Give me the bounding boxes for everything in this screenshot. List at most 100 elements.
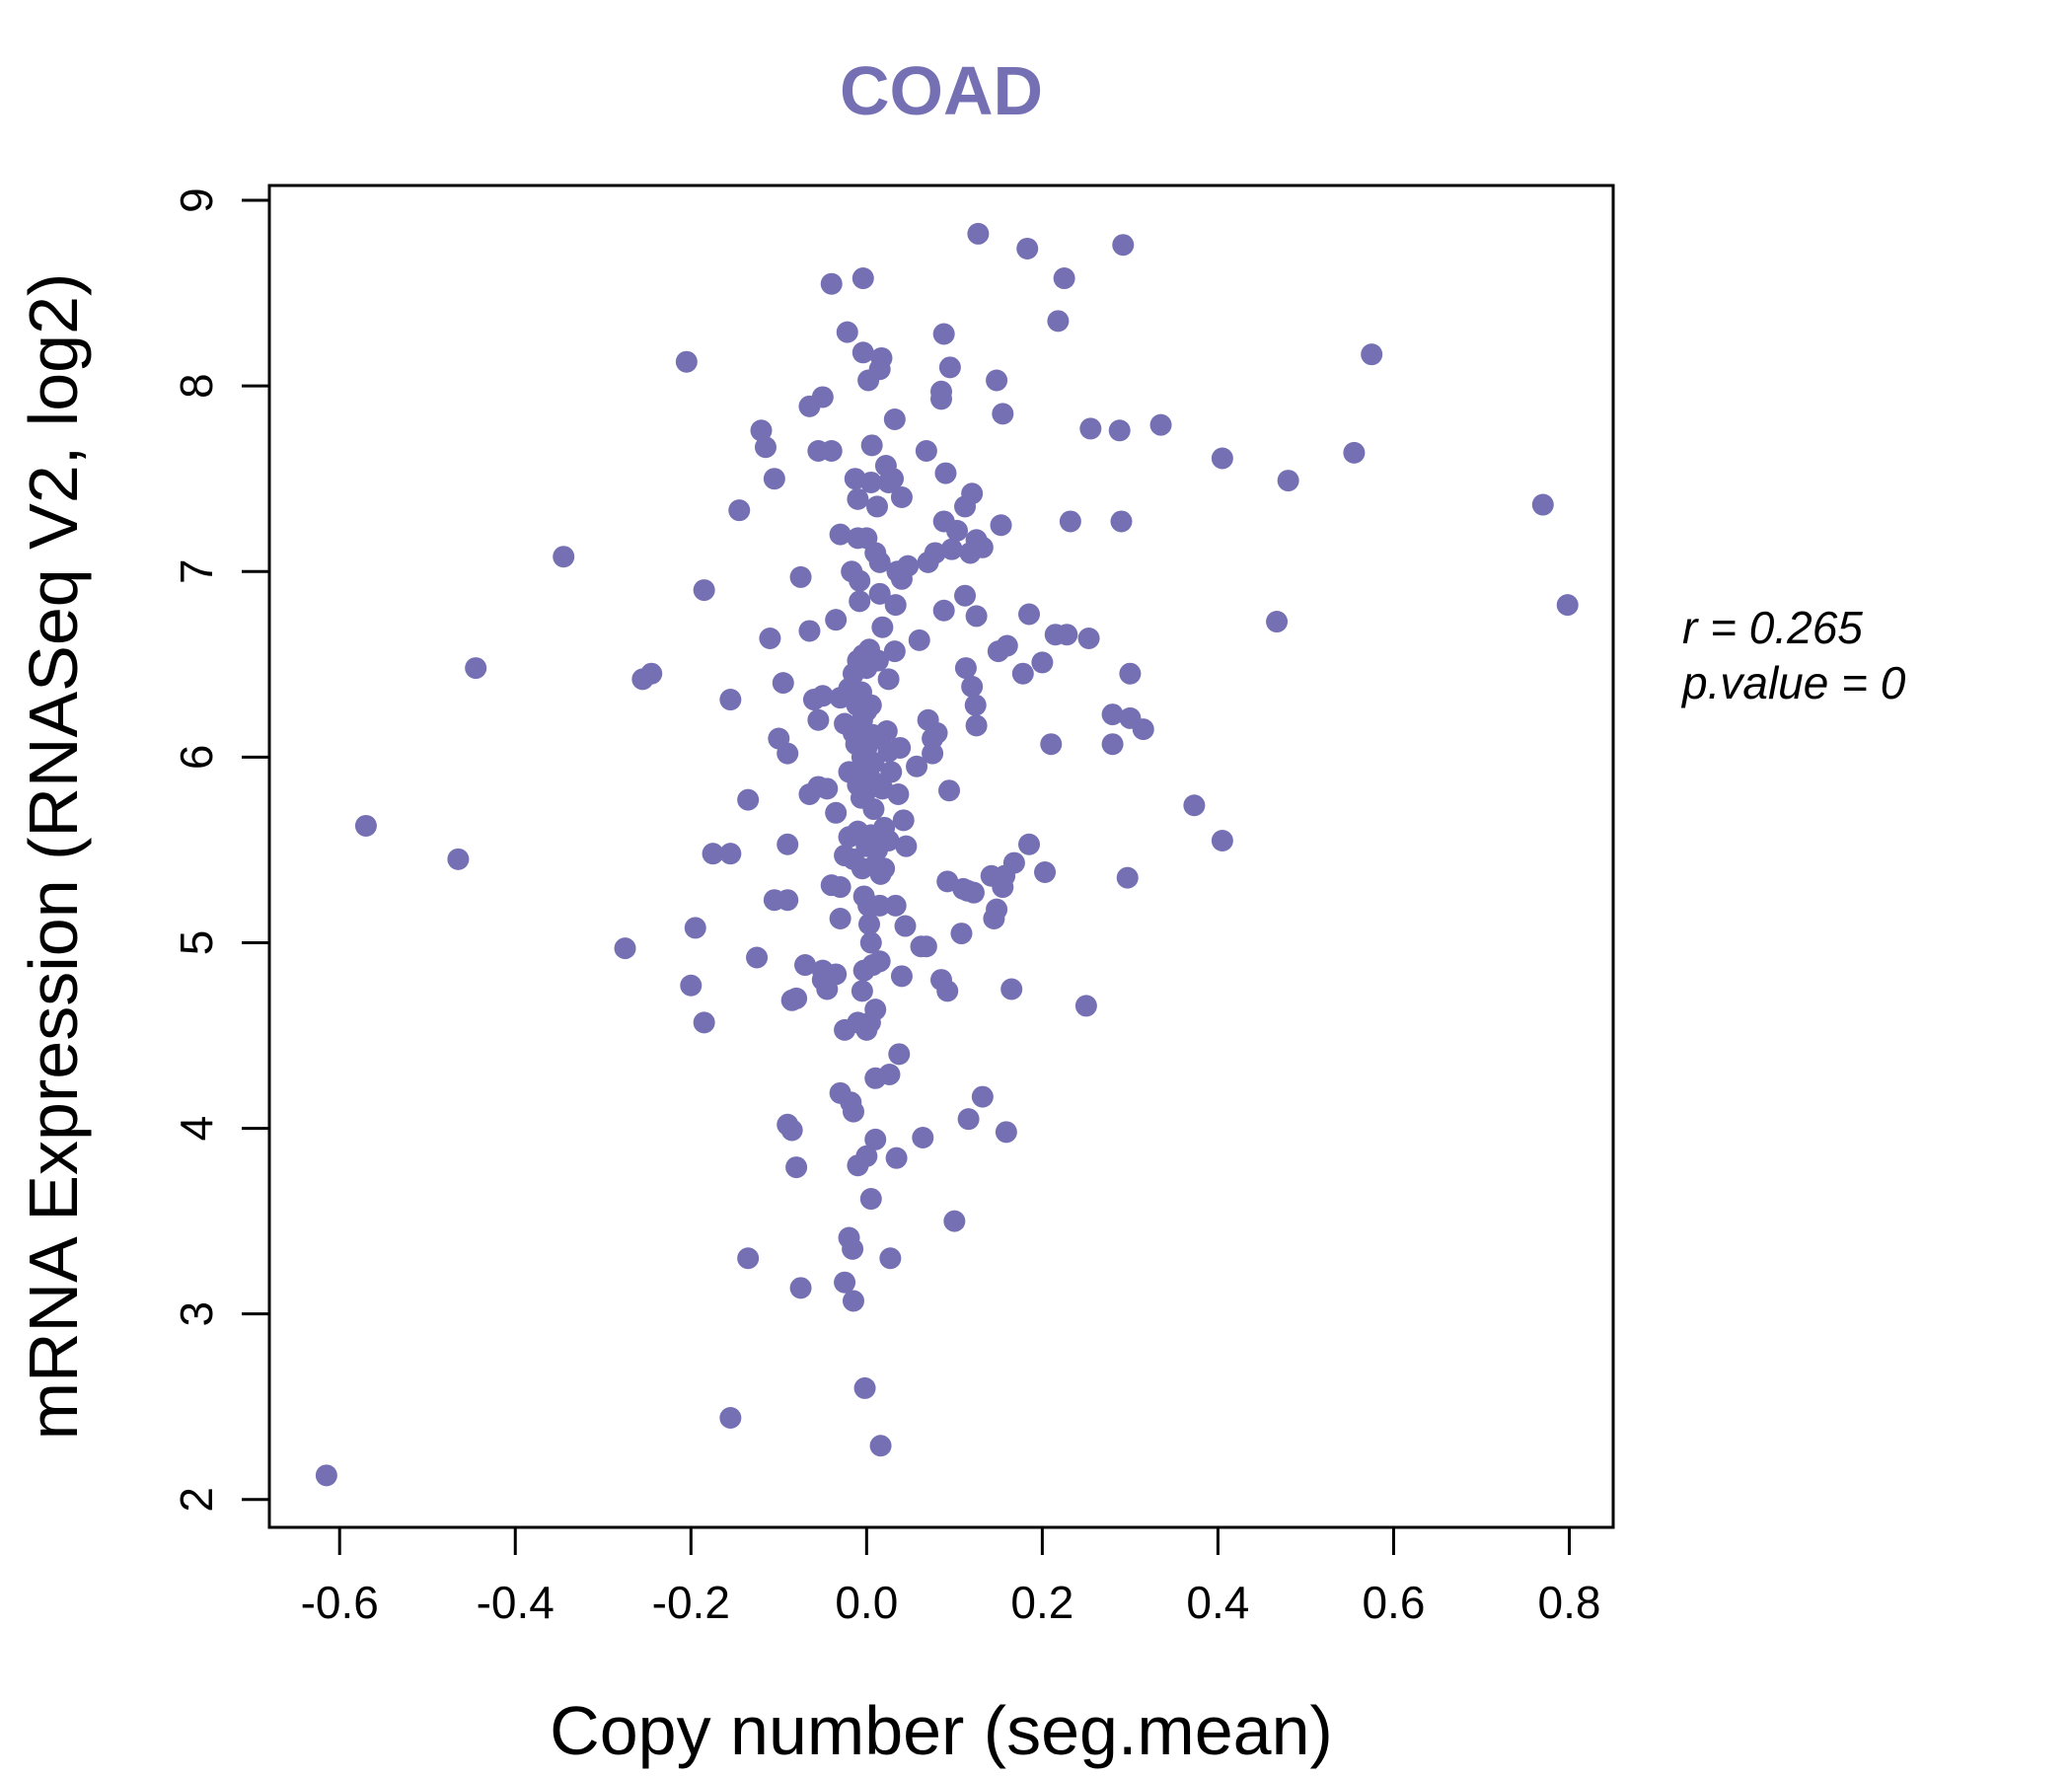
data-point <box>895 835 918 857</box>
y-tick-label: 4 <box>171 1116 222 1142</box>
data-point <box>780 1119 803 1142</box>
data-point <box>811 386 834 408</box>
data-point <box>1119 662 1142 685</box>
data-point <box>897 555 920 577</box>
data-points <box>315 222 1579 1487</box>
data-point <box>859 694 882 716</box>
data-point <box>1531 493 1554 516</box>
y-axis: 2 3 4 5 6 7 8 9 <box>171 187 271 1513</box>
data-point <box>862 798 885 821</box>
data-point <box>971 1085 994 1108</box>
data-point <box>465 657 487 680</box>
data-point <box>986 369 1008 392</box>
data-point <box>825 801 848 824</box>
data-point <box>940 538 963 560</box>
data-point <box>834 1271 856 1294</box>
data-point <box>1343 441 1366 464</box>
data-point <box>842 1237 864 1260</box>
x-tick-label: -0.2 <box>652 1577 730 1628</box>
data-point <box>925 721 948 744</box>
data-point <box>785 987 808 1009</box>
data-point <box>728 499 751 522</box>
data-point <box>868 582 891 605</box>
data-point <box>862 752 885 775</box>
data-point <box>614 937 636 960</box>
data-point <box>754 436 777 459</box>
data-point <box>889 736 912 759</box>
data-point <box>965 605 988 628</box>
data-point <box>853 1376 876 1399</box>
data-point <box>868 950 891 973</box>
data-point <box>1002 851 1025 874</box>
data-point <box>829 908 851 930</box>
data-point <box>859 931 882 954</box>
x-tick-label: -0.4 <box>477 1577 555 1628</box>
data-point <box>866 495 889 518</box>
data-point <box>971 536 994 558</box>
data-point <box>932 599 955 622</box>
data-point <box>789 1277 812 1299</box>
x-tick-label: 0.0 <box>835 1577 898 1628</box>
data-point <box>915 439 937 462</box>
chart-title: COAD <box>840 52 1043 129</box>
data-point <box>995 1121 1017 1144</box>
x-tick-label: 0.8 <box>1538 1577 1601 1628</box>
data-point <box>719 689 742 711</box>
y-tick-label: 6 <box>171 745 222 771</box>
data-point <box>807 708 830 731</box>
data-point <box>640 662 663 685</box>
data-point <box>938 356 961 379</box>
data-point <box>871 616 894 638</box>
data-point <box>842 1100 864 1123</box>
data-point <box>1112 234 1135 257</box>
data-point <box>924 542 946 564</box>
data-point <box>759 627 781 649</box>
y-tick-label: 3 <box>171 1301 222 1327</box>
data-point <box>842 1290 864 1312</box>
data-point <box>836 321 858 343</box>
data-point <box>961 482 984 505</box>
data-point <box>1108 419 1131 442</box>
data-point <box>1211 830 1233 852</box>
data-point <box>957 1108 980 1131</box>
data-point <box>930 388 952 410</box>
data-point <box>869 1435 892 1457</box>
data-point <box>855 1145 878 1167</box>
p-value-label: p.value = 0 <box>1680 657 1906 708</box>
data-point <box>1079 417 1102 440</box>
data-point <box>866 649 889 672</box>
data-point <box>785 1156 808 1179</box>
data-point <box>996 634 1018 657</box>
y-tick-label: 9 <box>171 187 222 213</box>
x-axis-label: Copy number (seg.mean) <box>550 1692 1333 1769</box>
data-point <box>816 777 839 800</box>
data-point <box>884 594 907 617</box>
data-point <box>877 830 900 852</box>
data-point <box>1101 733 1124 756</box>
data-point <box>990 514 1012 537</box>
data-point <box>858 913 881 935</box>
data-point <box>849 590 871 613</box>
data-point <box>954 657 977 680</box>
data-point <box>888 1043 911 1066</box>
data-point <box>859 1188 882 1211</box>
data-point <box>1183 794 1206 817</box>
data-point <box>1101 703 1124 726</box>
data-point <box>950 923 973 945</box>
data-point <box>864 1128 887 1150</box>
data-point <box>772 672 794 695</box>
data-point <box>875 720 898 743</box>
data-point <box>820 272 843 295</box>
data-point <box>829 523 851 546</box>
data-point <box>864 999 887 1021</box>
data-point <box>1149 413 1172 436</box>
y-tick-label: 5 <box>171 930 222 956</box>
data-point <box>892 809 915 832</box>
data-point <box>1110 510 1133 533</box>
data-point <box>1031 651 1054 674</box>
data-point <box>962 881 985 904</box>
data-point <box>1077 627 1100 649</box>
data-point <box>915 935 937 958</box>
data-point <box>873 857 896 880</box>
data-point <box>746 946 769 969</box>
